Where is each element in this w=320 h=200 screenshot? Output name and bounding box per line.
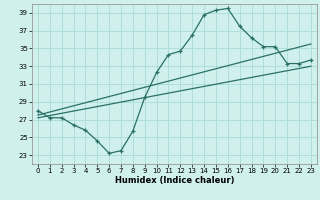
X-axis label: Humidex (Indice chaleur): Humidex (Indice chaleur) — [115, 176, 234, 185]
